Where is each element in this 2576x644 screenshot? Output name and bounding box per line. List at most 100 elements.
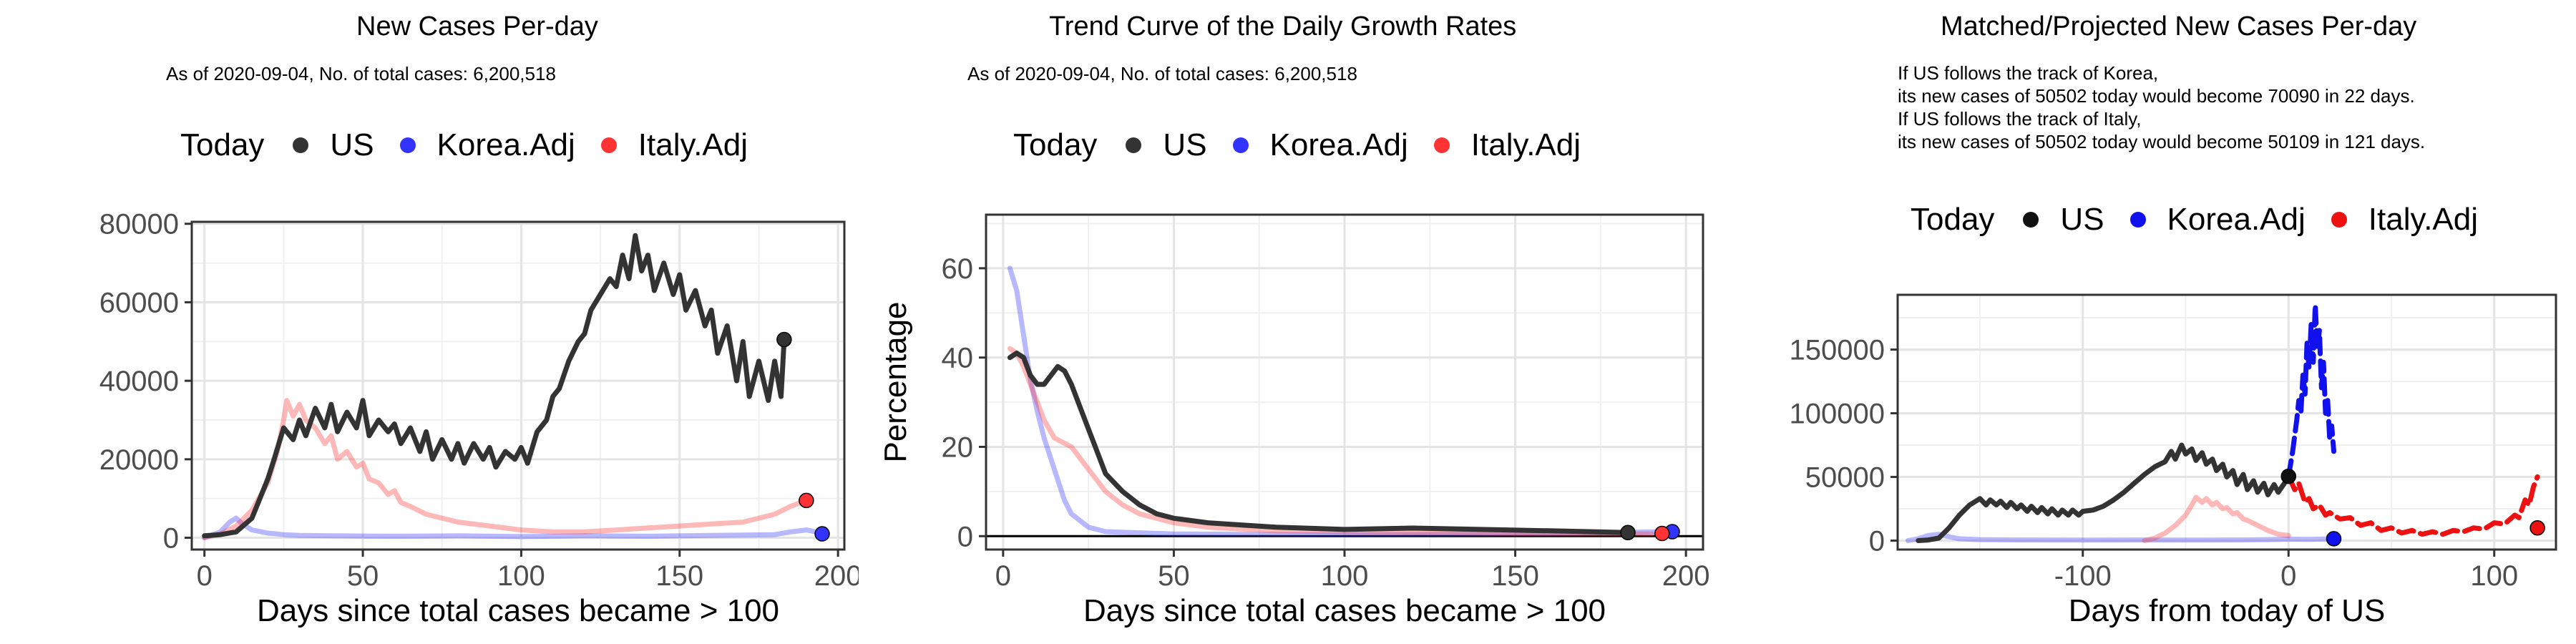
- legend-item-us: US: [2023, 202, 2104, 238]
- series-line-italy-adj: [202, 398, 809, 540]
- legend-label-us: US: [1163, 127, 1207, 162]
- y-axis-label: Percentage: [878, 301, 913, 462]
- y-tick-label: 0: [1869, 526, 1885, 557]
- subtitle-line: If US follows the track of Korea,: [1898, 62, 2159, 84]
- y-tick-label: 50000: [1805, 462, 1885, 494]
- series-line-italy-adj-projected: [2285, 474, 2540, 537]
- legend-label-us: US: [2060, 202, 2104, 237]
- legend-item-korea: Korea.Adj: [2129, 202, 2306, 238]
- y-tick-label: 40000: [99, 366, 179, 397]
- subtitle-line: its new cases of 50502 today would becom…: [1898, 85, 2415, 107]
- y-tick-label: 20000: [99, 444, 179, 476]
- plot-border: [985, 213, 1704, 551]
- legend-title: Today: [1013, 127, 1098, 162]
- legend-item-korea: Korea.Adj: [399, 127, 575, 163]
- plot-border: [1896, 293, 2557, 551]
- chart-title: Trend Curve of the Daily Growth Rates: [1049, 11, 1517, 42]
- x-tick-label: 0: [2280, 560, 2296, 592]
- x-tick-label: 0: [995, 560, 1011, 592]
- x-axis-label: Days since total cases became > 100: [257, 593, 779, 628]
- legend-label-italy: Italy.Adj: [1470, 127, 1581, 162]
- y-tick-label: 40: [942, 343, 974, 374]
- legend-item-italy: Italy.Adj: [600, 127, 748, 163]
- chart-panel-projected: Matched/Projected New Cases Per-day If U…: [1717, 0, 2576, 644]
- today-point-us: [776, 331, 792, 348]
- legend-dot-italy: [1433, 137, 1450, 153]
- legend-label-korea: Korea.Adj: [2167, 202, 2306, 237]
- plot-area: [1898, 295, 2556, 550]
- chart-legend: Today US Korea.Adj Italy.Adj: [1013, 127, 1606, 163]
- legend-item-italy: Italy.Adj: [2331, 202, 2478, 238]
- y-tick-label: 60000: [99, 287, 179, 318]
- legend-label-korea: Korea.Adj: [436, 127, 575, 162]
- x-tick-label: 200: [1662, 560, 1710, 592]
- y-tick-label: 150000: [1790, 335, 1885, 366]
- chart-plot-new-cases: 0 50 100 150 200 0 20000 40000 60000 80000 Days si…: [99, 209, 859, 628]
- series-line-korea-adj: [202, 515, 825, 540]
- legend-label-italy: Italy.Adj: [2368, 202, 2479, 237]
- legend-dot-korea: [2129, 212, 2146, 228]
- x-tick-label: -100: [2054, 560, 2112, 592]
- legend-label-italy: Italy.Adj: [638, 127, 748, 162]
- chart-subtitle: As of 2020-09-04, No. of total cases: 6,…: [166, 63, 556, 84]
- legend-dot-us: [2023, 212, 2039, 228]
- x-tick-label: 100: [497, 560, 545, 592]
- x-axis-label: Days since total cases became > 100: [1083, 593, 1606, 628]
- y-tick-label: 0: [163, 523, 179, 555]
- legend-label-us: US: [330, 127, 374, 162]
- legend-label-korea: Korea.Adj: [1269, 127, 1408, 162]
- chart-subtitle: As of 2020-09-04, No. of total cases: 6,…: [967, 63, 1357, 84]
- series-line-us: [1007, 350, 1631, 535]
- series-line-italy-adj: [2142, 494, 2291, 543]
- x-tick-label: 100: [1321, 560, 1369, 592]
- chart-plot-growth-rates: 0 50 100 150 200 0 20 40 60 Days since total case…: [878, 213, 1710, 628]
- legend-item-us: US: [293, 127, 374, 163]
- legend-item-korea: Korea.Adj: [1232, 127, 1408, 163]
- chart-title: Matched/Projected New Cases Per-day: [1941, 11, 2417, 42]
- legend-dot-korea: [399, 137, 416, 153]
- subtitle-line: its new cases of 50502 today would becom…: [1898, 131, 2426, 152]
- today-point-italy-adj: [799, 492, 814, 509]
- chart-subtitle-block: If US follows the track of Korea, its ne…: [1898, 62, 2425, 153]
- y-tick-label: 60: [942, 253, 974, 285]
- series-line-us: [202, 233, 787, 539]
- y-tick-label: 100000: [1790, 399, 1885, 430]
- x-tick-label: 50: [1158, 560, 1190, 592]
- plot-area: [192, 222, 844, 550]
- legend-title: Today: [180, 127, 265, 162]
- legend-item-italy: Italy.Adj: [1433, 127, 1581, 163]
- legend-dot-us: [293, 137, 309, 153]
- today-point-korea-adj: [814, 526, 830, 542]
- today-point-italy-adj: [1654, 525, 1670, 542]
- series-line-us: [1916, 442, 2291, 543]
- series-line-korea-adj: [1007, 265, 1672, 537]
- series-line-korea-adj-projected: [2285, 302, 2336, 479]
- x-tick-label: 150: [1491, 560, 1539, 592]
- legend-dot-italy: [600, 137, 617, 153]
- series-line-korea-adj: [1905, 532, 2336, 543]
- x-tick-label: 150: [655, 560, 703, 592]
- x-tick-label: 200: [814, 560, 859, 592]
- y-tick-label: 0: [957, 521, 973, 552]
- legend-dot-italy: [2331, 212, 2347, 228]
- series-line-italy-adj: [1007, 346, 1654, 537]
- y-tick-label: 20: [942, 431, 974, 463]
- chart-panel-new-cases: New Cases Per-day As of 2020-09-04, No. …: [0, 0, 859, 644]
- subtitle-line: If US follows the track of Italy,: [1898, 108, 2142, 130]
- legend-item-us: US: [1126, 127, 1207, 163]
- x-tick-label: 100: [2470, 560, 2518, 592]
- today-point-us: [2280, 468, 2296, 484]
- legend-dot-korea: [1232, 137, 1249, 153]
- x-tick-label: 0: [197, 560, 213, 592]
- x-axis-label: Days from today of US: [2069, 593, 2386, 628]
- plot-border: [190, 220, 846, 551]
- chart-panel-growth-rates: Trend Curve of the Daily Growth Rates As…: [859, 0, 1717, 644]
- today-point-korea-adj: [2326, 531, 2342, 547]
- y-tick-label: 80000: [99, 209, 179, 240]
- chart-legend: Today US Korea.Adj Italy.Adj: [180, 127, 774, 163]
- legend-title: Today: [1911, 202, 1995, 237]
- today-point-us: [1620, 525, 1636, 541]
- legend-dot-us: [1126, 137, 1142, 153]
- chart-legend: Today US Korea.Adj Italy.Adj: [1911, 202, 2504, 238]
- chart-title: New Cases Per-day: [356, 11, 598, 42]
